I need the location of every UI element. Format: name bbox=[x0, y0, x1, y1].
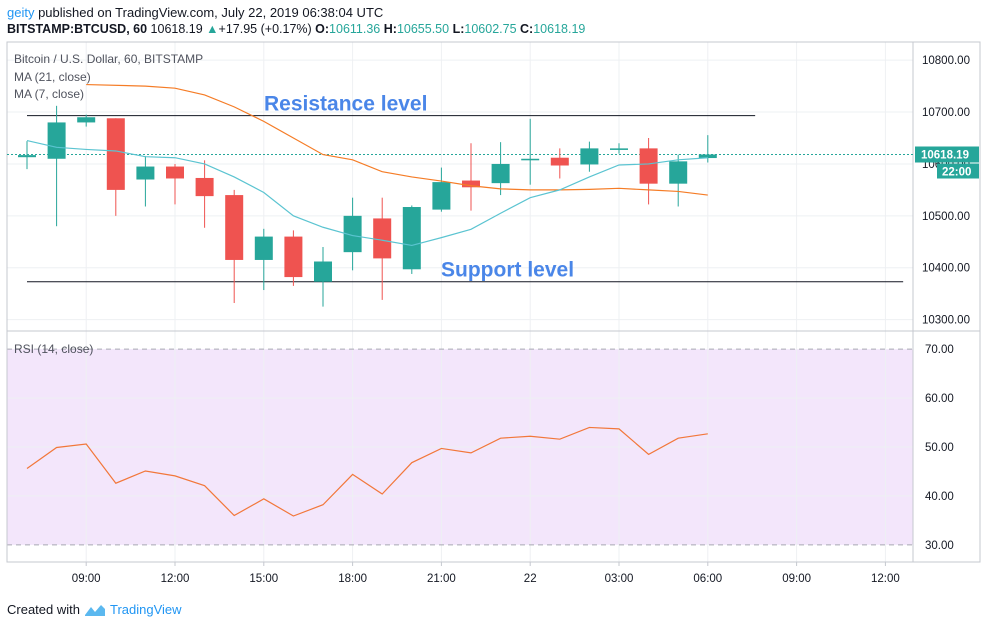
candle-up[interactable] bbox=[698, 154, 717, 159]
footer: Created with TradingView bbox=[7, 602, 182, 617]
chart-frame bbox=[6, 41, 981, 563]
tradingview-brand[interactable]: TradingView bbox=[109, 602, 182, 617]
candle-down[interactable] bbox=[639, 148, 658, 184]
candle-up[interactable] bbox=[47, 122, 66, 159]
high-value: 10655.50 bbox=[396, 22, 450, 36]
time-tick-label: 06:00 bbox=[693, 573, 722, 585]
candle-up[interactable] bbox=[521, 158, 540, 161]
price-tick-label: 10300.00 bbox=[922, 315, 970, 327]
rsi-pane-title: RSI (14, close) bbox=[14, 342, 93, 356]
candle-up[interactable] bbox=[669, 161, 688, 184]
ma7-legend: MA (7, close) bbox=[14, 87, 84, 101]
price-tick-label: 10400.00 bbox=[922, 263, 970, 275]
publish-text: published on TradingView.com, July 22, 2… bbox=[34, 5, 384, 20]
open-label: O: bbox=[315, 22, 330, 36]
price-pane-title: Bitcoin / U.S. Dollar, 60, BITSTAMP bbox=[14, 52, 203, 66]
candle-up[interactable] bbox=[136, 166, 155, 180]
time-tick-label: 09:00 bbox=[72, 573, 101, 585]
author-link[interactable]: geity bbox=[7, 5, 35, 20]
rsi-tick-label: 50.00 bbox=[925, 442, 954, 454]
candle-up[interactable] bbox=[580, 148, 599, 165]
time-tick-label: 21:00 bbox=[427, 573, 456, 585]
price-change: +17.95 (+0.17%) bbox=[218, 22, 312, 36]
candle-down[interactable] bbox=[373, 218, 392, 259]
high-label: H: bbox=[383, 22, 397, 36]
countdown-label: 22:00 bbox=[942, 167, 971, 179]
resistance-label: Resistance level bbox=[264, 93, 427, 116]
price-tick-label: 10500.00 bbox=[922, 211, 970, 223]
ma21-legend: MA (21, close) bbox=[14, 70, 91, 84]
tradingview-logo-icon bbox=[84, 604, 105, 616]
time-tick-label: 09:00 bbox=[782, 573, 811, 585]
close-value: 10618.19 bbox=[533, 22, 586, 36]
rsi-line bbox=[26, 426, 708, 517]
candle-up[interactable] bbox=[402, 207, 421, 270]
time-tick-label: 03:00 bbox=[605, 573, 634, 585]
candle-down[interactable] bbox=[106, 118, 125, 190]
open-value: 10611.36 bbox=[329, 22, 381, 36]
candle-down[interactable] bbox=[195, 177, 214, 197]
rsi-tick-label: 60.00 bbox=[925, 393, 954, 405]
candle-up[interactable] bbox=[254, 236, 273, 260]
rsi-tick-label: 70.00 bbox=[925, 344, 954, 356]
last-price: 10618.19 bbox=[150, 22, 203, 36]
symbol-label: BITSTAMP:BTCUSD, 60 bbox=[7, 22, 148, 36]
candle-up[interactable] bbox=[18, 155, 36, 158]
candle-up[interactable] bbox=[343, 215, 362, 253]
time-tick-label: 18:00 bbox=[338, 573, 367, 585]
candle-down[interactable] bbox=[550, 157, 569, 166]
rsi-tick-label: 30.00 bbox=[925, 540, 954, 552]
created-with-text: Created with bbox=[7, 602, 80, 617]
countdown-badge bbox=[937, 163, 979, 179]
support-label: Support level bbox=[441, 259, 574, 282]
publish-info: geity published on TradingView.com, July… bbox=[7, 5, 383, 20]
candle-up[interactable] bbox=[314, 261, 332, 282]
candle-down[interactable] bbox=[284, 236, 303, 278]
time-tick-label: 12:00 bbox=[161, 573, 190, 585]
candle-down[interactable] bbox=[462, 180, 480, 188]
candle-down[interactable] bbox=[166, 166, 184, 179]
candle-up[interactable] bbox=[77, 117, 96, 123]
ohlc-bar: BITSTAMP:BTCUSD, 60 10618.19 ▲+17.95 (+0… bbox=[7, 22, 585, 36]
ma7-line bbox=[26, 140, 708, 247]
rsi-tick-label: 40.00 bbox=[925, 491, 954, 503]
time-tick-label: 15:00 bbox=[249, 573, 278, 585]
candle-down[interactable] bbox=[225, 195, 244, 260]
low-label: L: bbox=[452, 22, 465, 36]
candle-up[interactable] bbox=[432, 182, 451, 210]
price-badge-label: 10618.19 bbox=[921, 150, 969, 162]
low-value: 10602.75 bbox=[464, 22, 517, 36]
price-tick-label: 10800.00 bbox=[922, 55, 970, 67]
change-up-icon: ▲ bbox=[206, 22, 219, 36]
price-tick-label: 10700.00 bbox=[922, 107, 970, 119]
close-label: C: bbox=[520, 22, 534, 36]
candle-up[interactable] bbox=[610, 148, 628, 150]
candle-up[interactable] bbox=[491, 163, 510, 184]
time-tick-label: 12:00 bbox=[871, 573, 900, 585]
time-tick-label: 22 bbox=[524, 573, 537, 585]
ma21-line bbox=[86, 83, 708, 196]
price-badge bbox=[915, 146, 979, 163]
